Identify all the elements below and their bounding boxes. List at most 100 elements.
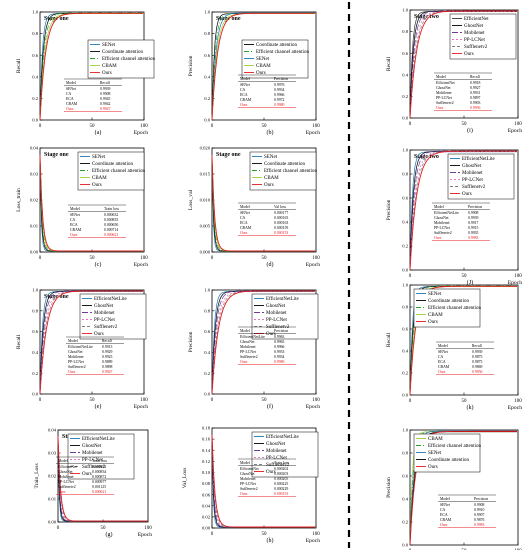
x-tick-label: 50 — [262, 398, 268, 403]
y-tick-label: 1.0 — [204, 288, 210, 293]
table-cell: 0.9935 — [468, 231, 479, 235]
table-cell: 0.000163 — [274, 221, 288, 225]
results-table: Model Precision EfficientNetLite 0.9963 Ghos… — [238, 326, 296, 365]
table-cell: 0.9915 — [468, 226, 479, 230]
table-header: Val loss — [274, 205, 286, 209]
y-tick-label: 0.6 — [402, 474, 408, 479]
table-cell: Mobilenet — [436, 91, 453, 95]
results-table: Model Train loss SENet 0.000632 CA 0.000835 EC… — [68, 204, 126, 238]
y-tick-label: 0.6 — [402, 327, 408, 332]
y-tick-label: 0.4 — [204, 350, 210, 355]
legend-entry: Sufflenetv2 — [462, 185, 486, 190]
y-tick-label: 0.010 — [200, 198, 211, 203]
series-line-ours — [39, 155, 143, 252]
y-tick-label: 0.2 — [32, 371, 38, 376]
y-tick-label: 0.8 — [402, 29, 408, 34]
table-cell: ECA — [70, 223, 78, 227]
x-tick-label: 0 — [39, 256, 42, 261]
x-axis-label: Epoch — [306, 262, 320, 268]
legend-entry: GhostNet — [82, 444, 102, 449]
results-table: Model Recall SENet 0.9939 CA 0.9875 ECA 0.9875 C… — [436, 341, 494, 375]
table-header: Recall — [100, 81, 110, 85]
series-line-ours — [409, 10, 517, 119]
x-tick-label: 0 — [211, 398, 214, 403]
legend-box — [79, 293, 147, 340]
legend-entry: Sufflenetv2 — [94, 325, 118, 330]
y-tick-label: 0.2 — [402, 520, 408, 525]
legend-entry: GhostNet — [464, 24, 484, 29]
chart-panel-h: 0.00 0.02 0.04 0.06 0.08 0.10 0.12 0.14 0.16 0.18… — [182, 426, 320, 544]
legend: SENet Coordinate attention Efficient chann… — [249, 151, 317, 191]
table-cell: Sufflenetv2 — [240, 487, 258, 491]
table-cell: EfficientNetLite — [240, 335, 265, 339]
table-cell: 0.9956 — [472, 370, 483, 374]
x-tick-label: 0 — [409, 122, 412, 127]
stage-label: Stage one — [44, 152, 69, 158]
y-tick-label: 0.08 — [202, 481, 211, 486]
legend-entry: Efficient channel attention — [256, 50, 309, 55]
table-cell: 0.000225 — [274, 482, 288, 486]
table-cell: 0.9931 — [470, 91, 481, 95]
table-cell: 0.9983 — [474, 523, 485, 527]
chart-panel-i: 0.0 0.2 0.4 0.6 0.8 1.0 0 50 100 Recall Epoch (i) St… — [386, 8, 522, 134]
legend-entry: Coordinate attention — [256, 43, 297, 48]
legend-entry: Ours — [94, 332, 104, 337]
y-tick-label: 0.6 — [32, 329, 38, 334]
table-header: Model — [70, 207, 80, 211]
y-tick-label: 0.4 — [402, 220, 408, 225]
x-tick-label: 0 — [211, 124, 214, 129]
legend-entry: GhostNet — [94, 304, 114, 309]
legend-entry: Sufflenetv2 — [464, 45, 488, 50]
table-cell: 0.9917 — [468, 221, 479, 225]
table-cell: 0.000835 — [104, 218, 118, 222]
table-cell: 0.9875 — [472, 360, 483, 364]
legend-entry: EfficientNetLite — [266, 435, 299, 440]
series-line-ours — [211, 290, 315, 395]
x-axis-label: Epoch — [508, 128, 522, 134]
x-tick-label: 50 — [262, 124, 268, 129]
legend-box — [251, 293, 319, 340]
series-line-ours — [211, 12, 315, 121]
table-cell: 0.9913 — [102, 345, 113, 349]
y-tick-label: 0.2 — [402, 244, 408, 249]
legend-box — [77, 151, 145, 191]
y-tick-label: 0.8 — [204, 31, 210, 36]
table-cell: 0.9980 — [274, 103, 285, 107]
table-cell: Ours — [70, 233, 78, 237]
legend-entry: EfficientNetLite — [94, 297, 127, 302]
legend-entry: PP-LCNet — [464, 38, 485, 43]
legend: CBAM Efficient channel attention SENet Coor… — [413, 433, 481, 473]
legend: EfficientNetLite GhostNet Mobilenet PP-LCNe… — [447, 153, 515, 200]
y-tick-label: 0.4 — [402, 72, 408, 77]
x-tick-label: 0 — [39, 398, 42, 403]
results-table: Model Precision EfficientNetLite 0.9908 Ghos… — [432, 202, 490, 241]
legend-entry: SENet — [256, 57, 270, 62]
legend-box — [251, 431, 319, 478]
legend-entry: SENet — [428, 451, 442, 456]
table-cell: 0.000621 — [104, 233, 118, 237]
legend-entry: Ours — [266, 470, 276, 475]
panel-caption: (f) — [267, 403, 273, 410]
legend-entry: CBAM — [428, 313, 443, 318]
x-tick-label: 100 — [514, 122, 522, 127]
x-tick-label: 0 — [57, 526, 60, 531]
table-header: Precision — [274, 77, 288, 81]
legend-entry: CBAM — [256, 64, 271, 69]
legend-entry: PP-LCNet — [94, 318, 115, 323]
table-header: Model — [240, 461, 250, 465]
legend-entry: Ours — [82, 472, 92, 477]
table-cell: Sufflenetv2 — [58, 485, 76, 489]
legend-entry: EfficientNetLite — [266, 297, 299, 302]
table-cell: CBAM — [240, 98, 252, 102]
chart-panel-d: 0.000 0.005 0.010 0.015 0.020 0 50 100 Loss_val E… — [188, 146, 320, 268]
y-tick-label: 1.0 — [32, 10, 38, 15]
table-cell: 0.9875 — [472, 355, 483, 359]
x-tick-label: 0 — [409, 399, 412, 404]
table-header: Model — [58, 459, 68, 463]
table-cell: Ours — [240, 103, 248, 107]
table-header: Model — [440, 497, 450, 501]
y-tick-label: 0.8 — [402, 305, 408, 310]
table-header: Train loss — [274, 461, 289, 465]
stage-label: Stage two — [414, 154, 439, 160]
y-tick-label: 0.01 — [30, 224, 39, 229]
